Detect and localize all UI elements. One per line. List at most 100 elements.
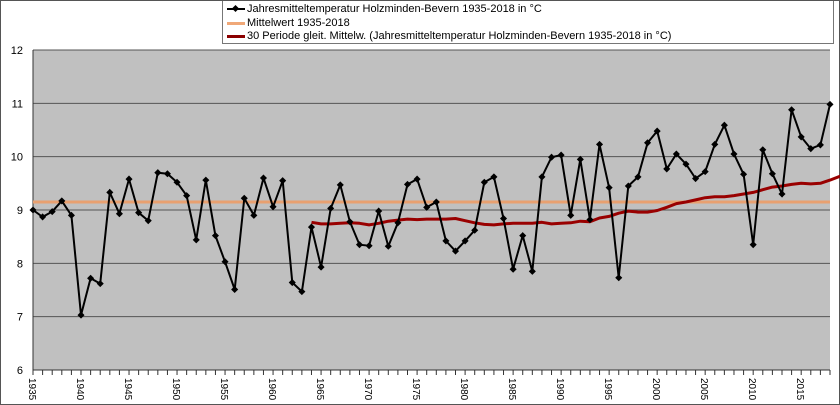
- data-point-marker: [663, 165, 671, 173]
- data-point-marker: [451, 247, 460, 255]
- legend-swatch-moving-average: [227, 34, 245, 38]
- data-point-marker: [692, 174, 700, 183]
- data-point-marker: [432, 198, 440, 206]
- data-point-marker: [711, 140, 719, 148]
- y-tick-label: 8: [17, 258, 23, 270]
- legend-label: Mittelwert 1935-2018: [247, 17, 350, 29]
- x-tick-label: 2015: [794, 378, 805, 401]
- data-point-marker: [730, 150, 738, 158]
- data-point-marker: [77, 311, 85, 319]
- data-point-marker: [538, 173, 546, 181]
- data-point-marker: [231, 285, 239, 294]
- data-point-marker: [778, 190, 786, 198]
- data-point-marker: [125, 175, 133, 183]
- data-point-marker: [682, 160, 690, 168]
- data-point-marker: [403, 180, 412, 188]
- x-tick-label: 1955: [218, 378, 229, 401]
- x-tick-label: 1985: [506, 378, 517, 401]
- y-tick-label: 12: [11, 45, 23, 57]
- data-point-marker: [48, 208, 56, 216]
- data-point-marker: [96, 280, 104, 288]
- data-point-marker: [644, 139, 652, 147]
- x-tick-label: 1975: [410, 378, 421, 401]
- data-point-marker: [557, 151, 565, 159]
- data-point-marker: [701, 168, 709, 176]
- x-tick-label: 1940: [74, 378, 85, 401]
- data-point-marker: [461, 237, 469, 245]
- data-point-marker: [480, 178, 488, 186]
- data-point-marker: [67, 211, 75, 219]
- data-point-marker: [394, 219, 402, 227]
- data-point-marker: [58, 197, 66, 205]
- data-point-marker: [144, 217, 152, 225]
- data-point-marker: [816, 141, 824, 149]
- x-tick-label: 1995: [602, 378, 613, 401]
- data-point-marker: [375, 207, 383, 215]
- data-point-marker: [509, 265, 517, 273]
- data-point-marker: [39, 213, 47, 221]
- data-point-marker: [192, 236, 200, 244]
- data-point-marker: [807, 145, 815, 153]
- data-point-marker: [221, 258, 229, 266]
- y-tick-label: 10: [11, 152, 23, 164]
- x-tick-label: 1980: [458, 378, 469, 401]
- x-tick-label: 1965: [314, 378, 325, 401]
- data-point-marker: [759, 146, 767, 154]
- data-point-marker: [250, 211, 258, 219]
- data-point-marker: [423, 203, 431, 211]
- x-tick-label: 1950: [170, 378, 181, 401]
- data-point-marker: [154, 169, 162, 177]
- data-point-marker: [586, 216, 594, 224]
- x-tick-label: 1945: [122, 378, 133, 401]
- data-point-marker: [327, 204, 335, 212]
- legend-item-annual-temp: Jahresmitteltemperatur Holzminden-Bevern…: [227, 2, 542, 16]
- data-point-marker: [826, 100, 834, 108]
- data-point-marker: [749, 241, 757, 249]
- x-tick-label: 1960: [266, 378, 277, 401]
- y-tick-label: 6: [17, 365, 23, 377]
- data-point-marker: [499, 214, 508, 223]
- data-point-marker: [605, 184, 613, 192]
- data-point-marker: [106, 188, 114, 196]
- data-point-marker: [576, 155, 584, 163]
- data-point-marker: [596, 140, 604, 148]
- y-tick-label: 9: [17, 205, 23, 217]
- data-point-marker: [307, 223, 316, 231]
- data-point-marker: [471, 226, 479, 234]
- x-tick-label: 2005: [698, 378, 709, 401]
- data-point-marker: [672, 150, 680, 158]
- data-point-marker: [202, 176, 210, 184]
- legend-item-moving-average: 30 Periode gleit. Mittelw. (Jahresmittel…: [227, 29, 671, 43]
- data-point-marker: [797, 133, 805, 141]
- data-point-marker: [87, 274, 95, 282]
- x-tick-label: 1935: [26, 378, 37, 401]
- data-point-marker: [269, 203, 277, 211]
- chart-legend: Jahresmitteltemperatur Holzminden-Bevern…: [222, 1, 834, 44]
- data-point-marker: [384, 242, 392, 250]
- data-point-marker: [624, 182, 632, 190]
- legend-label: 30 Periode gleit. Mittelw. (Jahresmittel…: [247, 30, 672, 42]
- data-point-marker: [288, 278, 296, 287]
- data-point-marker: [336, 181, 344, 189]
- data-point-marker: [528, 267, 536, 275]
- x-tick-label: 2000: [650, 378, 661, 401]
- y-tick-label: 11: [12, 98, 23, 110]
- legend-swatch-mean: [227, 21, 245, 25]
- x-tick-label: 2010: [746, 378, 757, 401]
- data-point-marker: [298, 288, 306, 296]
- data-point-marker: [634, 173, 642, 181]
- data-point-marker: [173, 178, 181, 186]
- data-point-marker: [279, 177, 287, 185]
- y-tick-label: 7: [17, 312, 23, 324]
- data-point-marker: [720, 121, 728, 129]
- data-point-marker: [519, 232, 527, 240]
- data-point-marker: [413, 175, 421, 183]
- data-point-marker: [547, 153, 556, 161]
- data-point-marker: [788, 106, 796, 114]
- data-point-marker: [567, 211, 575, 219]
- data-point-marker: [317, 263, 325, 271]
- data-point-marker: [653, 127, 661, 135]
- data-point-marker: [615, 274, 623, 282]
- data-point-marker: [442, 237, 450, 245]
